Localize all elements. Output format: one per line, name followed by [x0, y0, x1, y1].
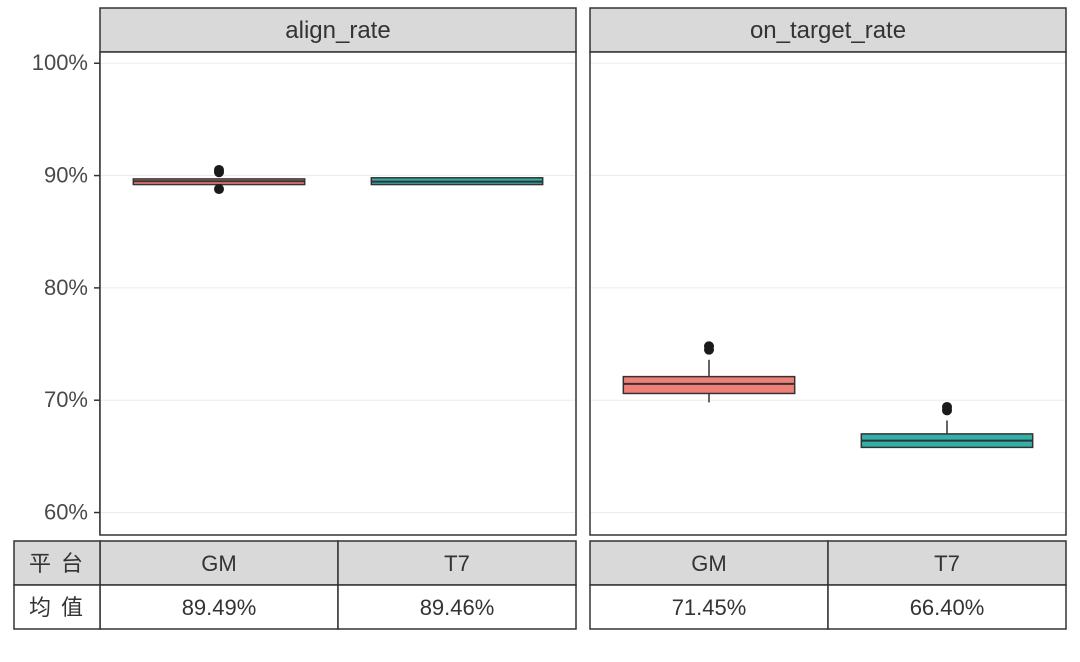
facet-panel: on_target_rate GM 71.45% T7 66.40%: [590, 8, 1066, 629]
y-tick-label: 70%: [44, 387, 88, 412]
facet-title: on_target_rate: [750, 17, 906, 44]
outlier-point: [214, 165, 224, 175]
table-value-cell: 89.46%: [420, 595, 495, 620]
table-value-cell: 66.40%: [910, 595, 985, 620]
outlier-point: [704, 341, 714, 351]
y-tick-label: 80%: [44, 275, 88, 300]
outlier-point: [942, 402, 952, 412]
table-row-labels: 平 台均 值: [14, 541, 100, 629]
chart-container: 60% 70% 80% 90% 100% align_rate GM 89.49% T7 89.4…: [0, 0, 1080, 662]
table-header-cell: T7: [934, 551, 960, 576]
table-value-cell: 89.49%: [182, 595, 257, 620]
boxplot-box: [623, 377, 794, 394]
chart-svg: 60% 70% 80% 90% 100% align_rate GM 89.49% T7 89.4…: [0, 0, 1080, 662]
table-header-cell: T7: [444, 551, 470, 576]
table-header-cell: GM: [691, 551, 726, 576]
y-axis: 60% 70% 80% 90% 100%: [32, 50, 100, 535]
table-value-cell: 71.45%: [672, 595, 747, 620]
row-label-platform: 平 台: [29, 551, 85, 576]
y-tick-label: 100%: [32, 50, 88, 75]
facet-panel: align_rate GM 89.49% T7 89.46%: [100, 8, 576, 629]
facet-title: align_rate: [285, 17, 390, 44]
table-header-cell: GM: [201, 551, 236, 576]
row-label-mean: 均 值: [29, 595, 85, 620]
y-tick-label: 90%: [44, 163, 88, 188]
outlier-point: [214, 184, 224, 194]
y-tick-label: 60%: [44, 500, 88, 525]
